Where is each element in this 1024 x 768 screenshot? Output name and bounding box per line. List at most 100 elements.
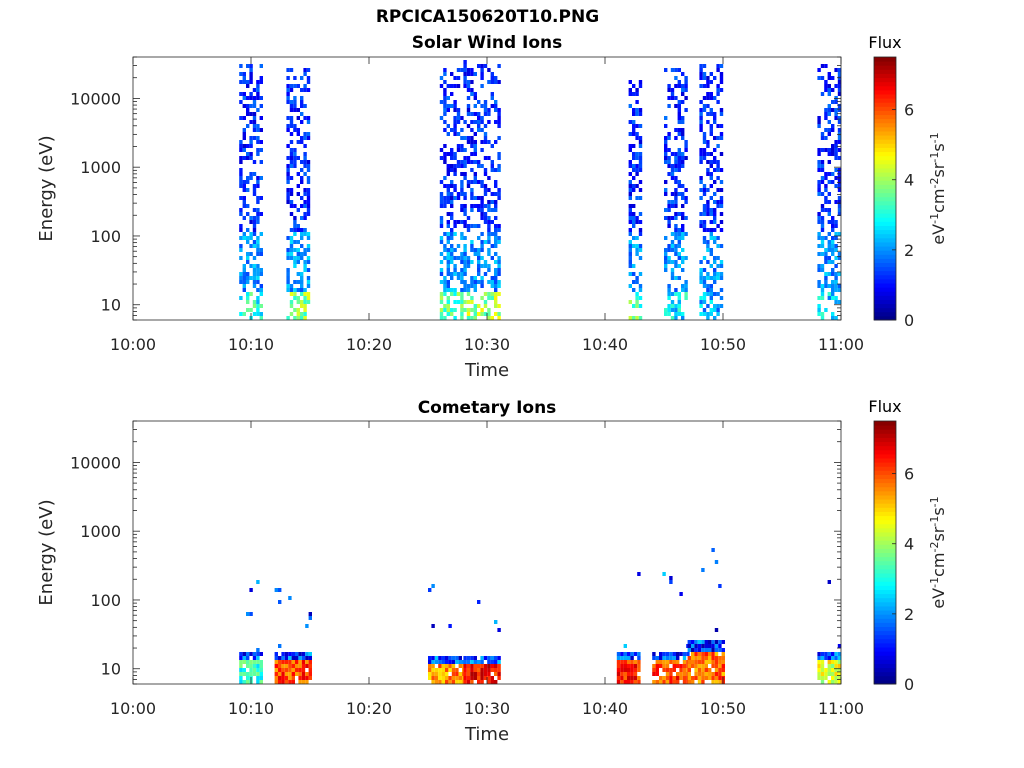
heatmap-cell (434, 660, 439, 664)
heatmap-cell (470, 204, 474, 208)
heatmap-cell (635, 252, 639, 256)
heatmap-cell (628, 80, 632, 84)
heatmap-cell (687, 644, 691, 648)
heatmap-cell (713, 212, 717, 216)
colorbar-step (874, 61, 896, 66)
heatmap-cell (824, 236, 828, 240)
colorbar-step (874, 250, 896, 255)
heatmap-cell (824, 116, 828, 120)
heatmap-cell (817, 296, 821, 300)
heatmap-cell (453, 76, 457, 80)
heatmap-cell (497, 108, 501, 112)
heatmap-cell (667, 248, 671, 252)
heatmap-cell (831, 248, 835, 252)
heatmap-cell (259, 76, 263, 80)
heatmap-cell (817, 308, 821, 312)
heatmap-cell (820, 148, 825, 152)
heatmap-cell (259, 248, 263, 252)
heatmap-cell (827, 660, 831, 664)
heatmap-cell (719, 188, 724, 192)
heatmap-cell (684, 196, 688, 200)
heatmap-cell (466, 260, 471, 264)
heatmap-cell (697, 680, 702, 684)
heatmap-cell (721, 668, 725, 672)
heatmap-cell (470, 660, 474, 664)
heatmap-cell (494, 252, 498, 256)
heatmap-cell (451, 672, 456, 676)
heatmap-cell (431, 680, 435, 684)
heatmap-cell (259, 140, 263, 144)
heatmap-cell (289, 68, 294, 72)
heatmap-cell (824, 196, 828, 200)
heatmap-cell (451, 656, 456, 660)
heatmap-cell (638, 144, 643, 148)
heatmap-cell (817, 312, 821, 316)
heatmap-cell (713, 180, 717, 184)
heatmap-cell (446, 312, 450, 316)
heatmap-cell (490, 660, 494, 664)
colorbar-step (874, 663, 896, 669)
heatmap-cell (817, 664, 821, 668)
heatmap-cell (664, 248, 668, 252)
heatmap-cell (716, 304, 720, 308)
heatmap-cell (662, 660, 666, 664)
heatmap-cell (256, 88, 260, 92)
heatmap-cell (443, 200, 447, 204)
heatmap-cell (667, 224, 671, 228)
colorbar-label: Flux (868, 397, 901, 416)
heatmap-cell (296, 252, 300, 256)
heatmap-cell (697, 664, 702, 668)
heatmap-cell (817, 152, 821, 156)
heatmap-cell (820, 676, 825, 680)
heatmap-cell (827, 132, 831, 136)
heatmap-cell (278, 672, 282, 676)
heatmap-cell (637, 668, 641, 672)
burst-4 (463, 60, 501, 320)
heatmap-cell (820, 652, 825, 656)
heatmap-cell (242, 180, 246, 184)
heatmap-cell (817, 148, 821, 152)
heatmap-cell (672, 668, 676, 672)
heatmap-cell (439, 296, 444, 300)
heatmap-cell (439, 76, 444, 80)
heatmap-cell (699, 100, 703, 104)
heatmap-cell (298, 676, 302, 680)
heatmap-cell (303, 116, 307, 120)
heatmap-cell (480, 180, 484, 184)
heatmap-cell (446, 284, 450, 288)
heatmap-cell (428, 588, 432, 592)
heatmap-cell (684, 216, 688, 220)
heatmap-cell (296, 156, 300, 160)
heatmap-cell (834, 280, 838, 284)
heatmap-cell (827, 580, 831, 584)
heatmap-cell (473, 676, 477, 680)
heatmap-cell (679, 676, 683, 680)
heatmap-cell (667, 256, 671, 260)
heatmap-cell (239, 668, 243, 672)
heatmap-cell (487, 240, 491, 244)
heatmap-cell (470, 248, 474, 252)
heatmap-cell (667, 96, 671, 100)
heatmap-cell (259, 252, 263, 256)
heatmap-cell (632, 280, 636, 284)
heatmap-cell (303, 316, 307, 320)
heatmap-cell (721, 648, 725, 652)
heatmap-cell (632, 176, 636, 180)
heatmap-cell (490, 664, 494, 668)
heatmap-cell (677, 244, 681, 248)
heatmap-cell (298, 672, 302, 676)
heatmap-cell (820, 656, 825, 660)
heatmap-cell (827, 92, 831, 96)
heatmap-cell (709, 228, 713, 232)
x-tick-label: 10:20 (346, 335, 392, 354)
colorbar-step (874, 675, 896, 681)
heatmap-cell (300, 204, 304, 208)
heatmap-cell (466, 84, 471, 88)
heatmap-cell (674, 180, 678, 184)
heatmap-cell (473, 312, 477, 316)
heatmap-cell (286, 76, 290, 80)
heatmap-cell (701, 568, 705, 572)
heatmap-cell (638, 304, 643, 308)
heatmap-cell (286, 128, 290, 132)
